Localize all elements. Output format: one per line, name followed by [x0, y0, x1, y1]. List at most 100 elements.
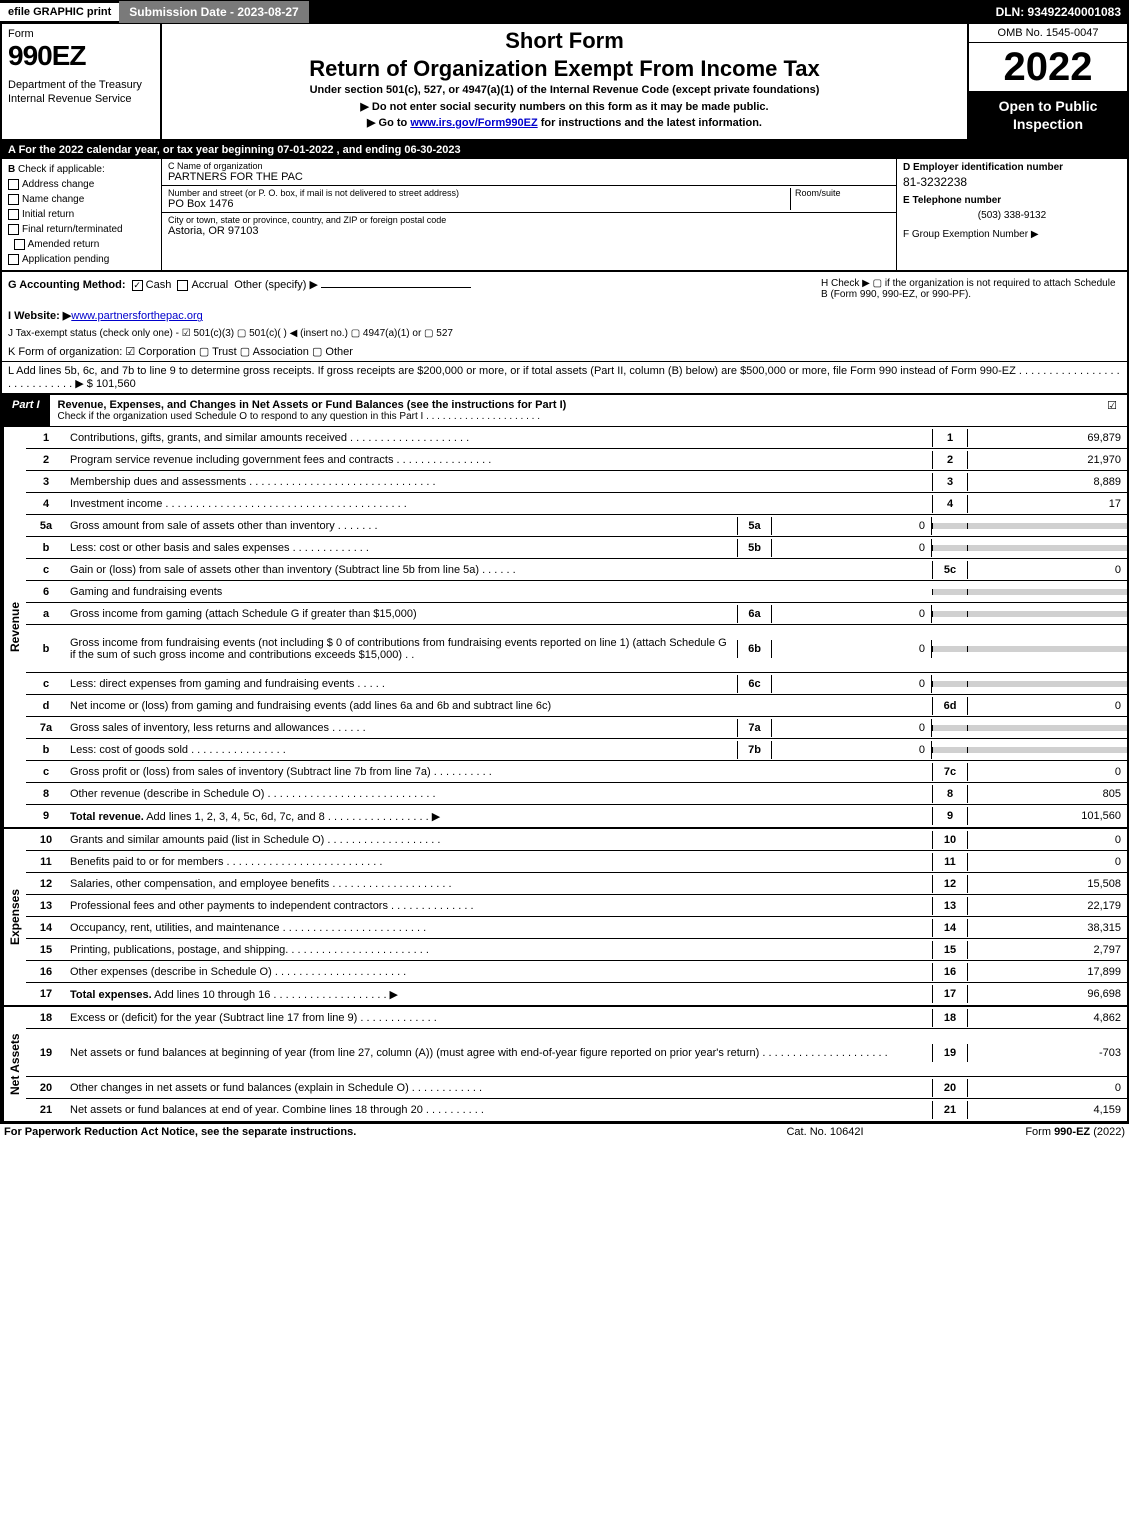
g-other-blank — [321, 287, 471, 288]
line-number: b — [26, 741, 66, 759]
page-footer: For Paperwork Reduction Act Notice, see … — [0, 1123, 1129, 1140]
result-value: 17 — [967, 495, 1127, 513]
line-number: 6 — [26, 583, 66, 601]
form-header: Form 990EZ Department of the Treasury In… — [0, 24, 1129, 141]
result-line-number: 9 — [932, 807, 967, 825]
line-number: 12 — [26, 875, 66, 893]
result-value: 101,560 — [967, 807, 1127, 825]
result-value — [967, 545, 1127, 551]
subline-value: 0 — [772, 539, 932, 557]
table-row: 2Program service revenue including gover… — [26, 449, 1127, 471]
result-line-number: 1 — [932, 429, 967, 447]
line-number: c — [26, 561, 66, 579]
table-row: 8Other revenue (describe in Schedule O) … — [26, 783, 1127, 805]
subline-value: 0 — [772, 517, 932, 535]
line-description: Other expenses (describe in Schedule O) … — [66, 963, 932, 981]
result-value: 0 — [967, 697, 1127, 715]
irs-link[interactable]: www.irs.gov/Form990EZ — [410, 117, 537, 129]
group-exemption-label: F Group Exemption Number ▶ — [903, 229, 1121, 240]
ein-value: 81-3232238 — [903, 173, 1121, 195]
result-value: 0 — [967, 831, 1127, 849]
result-value: 15,508 — [967, 875, 1127, 893]
line-description: Occupancy, rent, utilities, and maintena… — [66, 919, 932, 937]
section-c: C Name of organization PARTNERS FOR THE … — [162, 159, 897, 270]
result-line-number: 12 — [932, 875, 967, 893]
table-row: aGross income from gaming (attach Schedu… — [26, 603, 1127, 625]
result-line-number — [932, 681, 967, 687]
table-row: bLess: cost or other basis and sales exp… — [26, 537, 1127, 559]
g-label: G Accounting Method: — [8, 279, 126, 291]
line-i: I Website: ▶www.partnersforthepac.org — [0, 306, 1129, 325]
checkbox-icon[interactable] — [8, 254, 19, 265]
checkbox-icon[interactable] — [177, 280, 188, 291]
line-description: Gross amount from sale of assets other t… — [66, 517, 737, 535]
subline-number: 7b — [737, 741, 772, 759]
checkbox-icon[interactable] — [14, 239, 25, 250]
table-row: 19Net assets or fund balances at beginni… — [26, 1029, 1127, 1077]
result-line-number: 16 — [932, 963, 967, 981]
result-line-number: 21 — [932, 1101, 967, 1119]
line-h: H Check ▶ ▢ if the organization is not r… — [821, 278, 1121, 300]
check-if-label: Check if applicable: — [18, 164, 105, 175]
checkbox-icon[interactable] — [8, 179, 19, 190]
line-description: Less: cost of goods sold . . . . . . . .… — [66, 741, 737, 759]
result-line-number: 15 — [932, 941, 967, 959]
website-link[interactable]: www.partnersforthepac.org — [71, 310, 202, 322]
line-description: Other revenue (describe in Schedule O) .… — [66, 785, 932, 803]
result-line-number — [932, 747, 967, 753]
result-value: 22,179 — [967, 897, 1127, 915]
line-number: 8 — [26, 785, 66, 803]
line-a: A For the 2022 calendar year, or tax yea… — [0, 141, 1129, 159]
line-number: 21 — [26, 1101, 66, 1119]
header-left: Form 990EZ Department of the Treasury In… — [2, 24, 162, 139]
line-description: Total revenue. Add lines 1, 2, 3, 4, 5c,… — [66, 807, 932, 826]
submission-date: Submission Date - 2023-08-27 — [119, 1, 308, 23]
org-name: PARTNERS FOR THE PAC — [168, 171, 890, 183]
netassets-side-label: Net Assets — [2, 1007, 26, 1121]
result-value — [967, 611, 1127, 617]
result-line-number: 8 — [932, 785, 967, 803]
part-1-subtitle: Check if the organization used Schedule … — [58, 411, 1089, 422]
revenue-side-label: Revenue — [2, 427, 26, 827]
efile-label[interactable]: efile GRAPHIC print — [0, 3, 119, 21]
checkbox-icon[interactable] — [8, 209, 19, 220]
checkbox-icon[interactable] — [8, 224, 19, 235]
line-number: 17 — [26, 985, 66, 1003]
form-number: 990EZ — [8, 40, 154, 72]
line-description: Gross income from gaming (attach Schedul… — [66, 605, 737, 623]
line-description: Total expenses. Add lines 10 through 16 … — [66, 985, 932, 1004]
result-value — [967, 589, 1127, 595]
result-line-number — [932, 545, 967, 551]
result-line-number: 7c — [932, 763, 967, 781]
b-label: B — [8, 164, 15, 175]
subline-value: 0 — [772, 719, 932, 737]
street-label: Number and street (or P. O. box, if mail… — [168, 188, 790, 198]
line-description: Gain or (loss) from sale of assets other… — [66, 561, 932, 579]
line-number: 3 — [26, 473, 66, 491]
omb-number: OMB No. 1545-0047 — [969, 24, 1127, 43]
line-description: Printing, publications, postage, and shi… — [66, 941, 932, 959]
checkbox-icon[interactable] — [8, 194, 19, 205]
result-value: 0 — [967, 853, 1127, 871]
result-value: 8,889 — [967, 473, 1127, 491]
b-item-0: Address change — [22, 179, 94, 190]
room-label: Room/suite — [795, 188, 890, 198]
result-line-number — [932, 646, 967, 652]
org-name-label: C Name of organization — [168, 161, 890, 171]
b-item-4: Amended return — [28, 239, 100, 250]
part-1-checkbox[interactable]: ☑ — [1097, 395, 1127, 426]
result-line-number: 4 — [932, 495, 967, 513]
netassets-section: Net Assets 18Excess or (deficit) for the… — [2, 1005, 1127, 1121]
result-value: 0 — [967, 1079, 1127, 1097]
result-value — [967, 725, 1127, 731]
line-description: Net income or (loss) from gaming and fun… — [66, 697, 932, 715]
subline-number: 5b — [737, 539, 772, 557]
under-section: Under section 501(c), 527, or 4947(a)(1)… — [172, 84, 957, 96]
checkbox-checked-icon[interactable]: ✓ — [132, 280, 143, 291]
table-row: cGain or (loss) from sale of assets othe… — [26, 559, 1127, 581]
part-1-header: Part I Revenue, Expenses, and Changes in… — [0, 395, 1129, 427]
subline-number: 6a — [737, 605, 772, 623]
line-number: 4 — [26, 495, 66, 513]
table-row: 21Net assets or fund balances at end of … — [26, 1099, 1127, 1121]
table-row: 17Total expenses. Add lines 10 through 1… — [26, 983, 1127, 1005]
